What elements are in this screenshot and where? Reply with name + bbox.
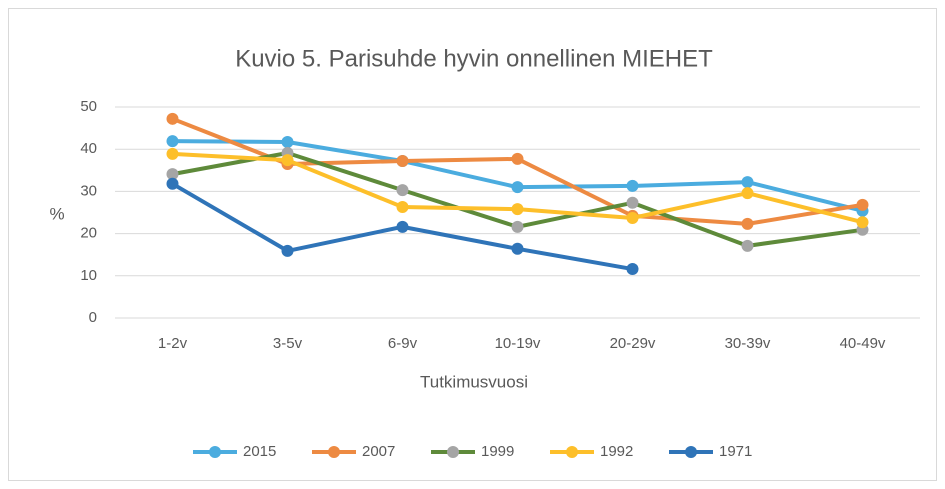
chart-title: Kuvio 5. Parisuhde hyvin onnellinen MIEH…	[235, 45, 713, 72]
point	[166, 147, 179, 160]
point	[166, 177, 179, 190]
point	[511, 203, 524, 216]
point	[166, 135, 179, 148]
y-tick-label: 10	[80, 267, 97, 284]
legend-marker	[209, 446, 221, 458]
point	[511, 181, 524, 194]
point	[626, 211, 639, 224]
point	[281, 136, 294, 149]
legend-label: 1971	[719, 443, 752, 460]
point	[511, 220, 524, 233]
x-tick-label: 3-5v	[273, 335, 303, 352]
y-tick-label: 0	[89, 309, 97, 326]
legend-label: 1992	[600, 443, 633, 460]
point	[396, 184, 409, 197]
point	[856, 216, 869, 229]
legend-label: 2015	[243, 443, 276, 460]
point	[741, 187, 754, 200]
legend-marker	[328, 446, 340, 458]
point	[511, 242, 524, 255]
point	[281, 244, 294, 257]
x-tick-label: 20-29v	[610, 335, 656, 352]
y-tick-label: 20	[80, 225, 97, 242]
x-axis-title: Tutkimusvuosi	[420, 372, 528, 391]
point	[166, 112, 179, 125]
point	[741, 239, 754, 252]
point	[281, 154, 294, 167]
point	[856, 198, 869, 211]
legend-label: 2007	[362, 443, 395, 460]
point	[396, 155, 409, 168]
legend-marker	[566, 446, 578, 458]
legend-label: 1999	[481, 443, 514, 460]
x-tick-label: 30-39v	[725, 335, 771, 352]
chart-border	[8, 8, 937, 481]
point	[511, 152, 524, 165]
point	[741, 176, 754, 189]
point	[626, 179, 639, 192]
x-tick-label: 40-49v	[840, 335, 886, 352]
point	[626, 263, 639, 276]
point	[166, 168, 179, 181]
x-tick-label: 10-19v	[495, 335, 541, 352]
point	[396, 220, 409, 233]
y-tick-label: 50	[80, 98, 97, 115]
point	[626, 196, 639, 209]
y-axis-title: %	[49, 204, 64, 223]
y-tick-label: 40	[80, 140, 97, 157]
point	[741, 217, 754, 230]
legend-marker	[447, 446, 459, 458]
y-tick-label: 30	[80, 182, 97, 199]
x-tick-label: 1-2v	[158, 335, 188, 352]
x-tick-label: 6-9v	[388, 335, 418, 352]
legend-marker	[685, 446, 697, 458]
point	[396, 201, 409, 214]
